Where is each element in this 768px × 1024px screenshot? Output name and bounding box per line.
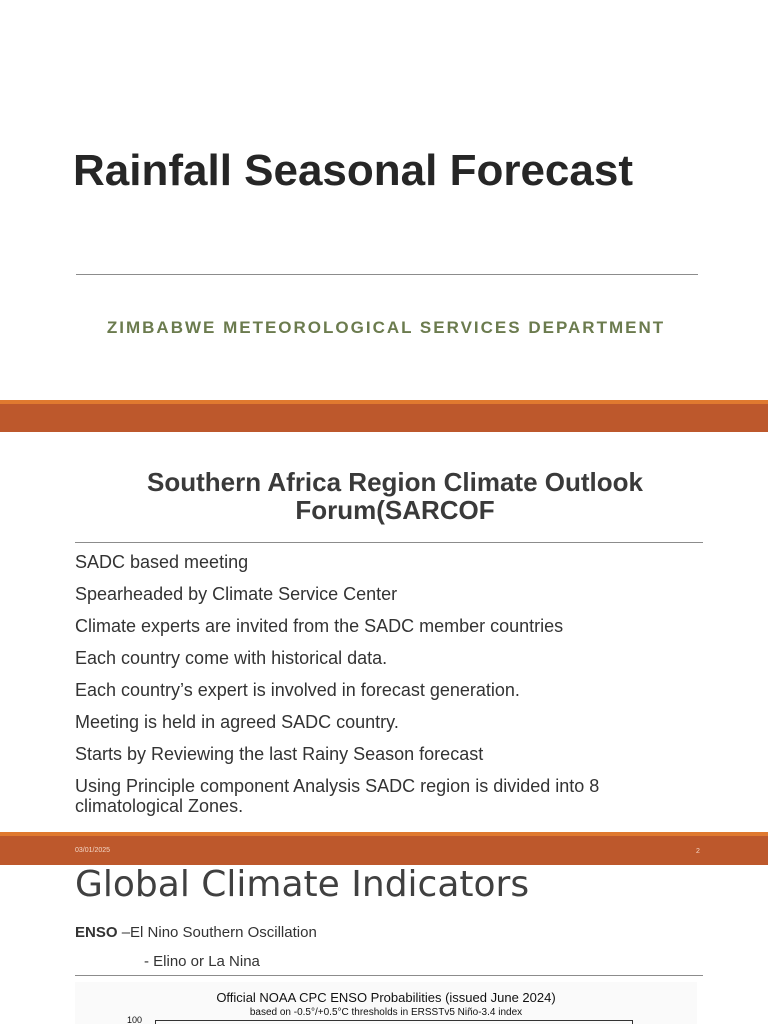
slide-title: Southern Africa Region Climate Outlook F… [147,467,643,525]
slide-title: Rainfall Seasonal Forecast [73,146,633,195]
divider [76,274,698,275]
divider [75,542,703,543]
figure-subtitle: based on -0.5°/+0.5°C thresholds in ERSS… [249,1007,523,1018]
enso-sub: - Elino or La Nina [144,953,260,970]
bullet: Each country come with historical data. [75,648,388,668]
bullet: Spearheaded by Climate Service Center [75,584,398,604]
figure-ytick: 100 [127,1015,143,1024]
enso-line: ENSO –El Nino Southern Oscillation [75,924,317,941]
separator-accent [0,832,768,836]
footer-date: 03/01/2025 [75,847,111,854]
separator-accent [0,400,768,404]
bullet: Meeting is held in agreed SADC country. [75,712,399,732]
slide-separator [0,400,768,432]
bullet: Climate experts are invited from the SAD… [75,616,564,636]
slide-title: Global Climate Indicators [75,864,530,905]
figure: Official NOAA CPC ENSO Probabilities (is… [75,982,697,1024]
enso-term: ENSO [75,924,118,941]
bullet: Using Principle component Analysis SADC … [75,776,600,816]
slide-subtitle: ZIMBABWE METEOROLOGICAL SERVICES DEPARTM… [106,318,666,337]
footer-page: 2 [696,848,700,855]
figure-title: Official NOAA CPC ENSO Probabilities (is… [216,990,556,1005]
bullet: Starts by Reviewing the last Rainy Seaso… [75,744,484,764]
figure-frame [155,1020,633,1024]
bullet: SADC based meeting [75,552,249,572]
slide-footer [0,832,768,865]
enso-definition: –El Nino Southern Oscillation [121,924,317,941]
divider [75,975,703,976]
bullet: Each country’s expert is involved in for… [75,680,520,700]
